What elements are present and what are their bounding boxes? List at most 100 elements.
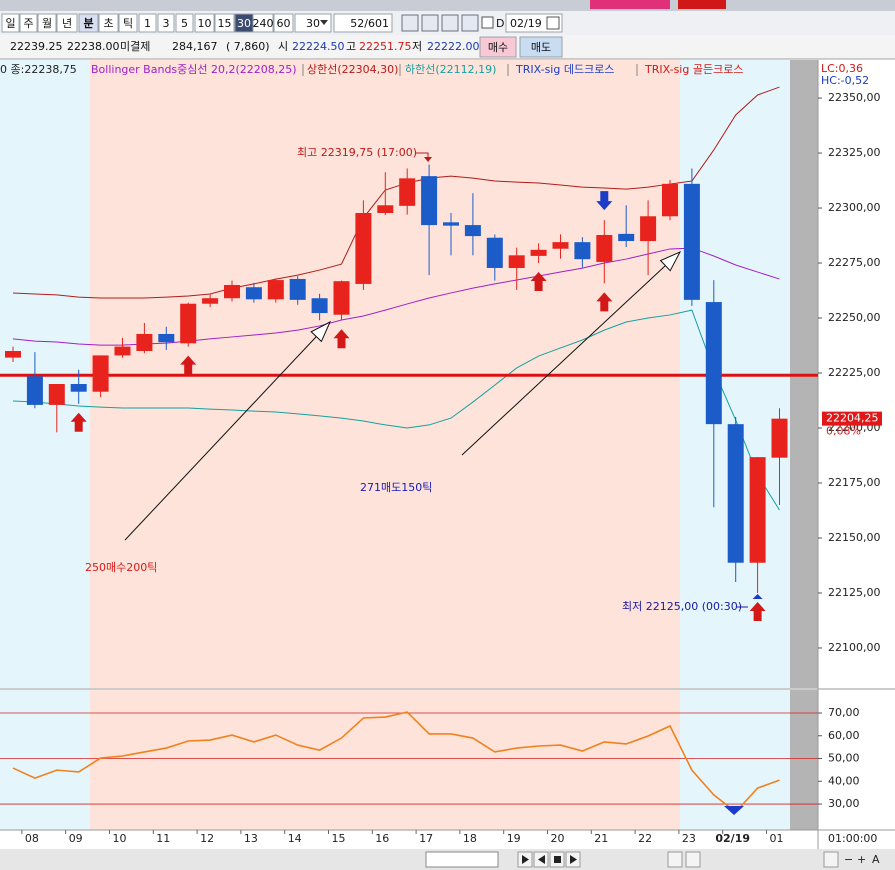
candle-body xyxy=(158,333,175,343)
candle-body xyxy=(530,249,547,256)
legend-entry: TRIX-sig 골든크로스 xyxy=(644,63,743,76)
y-tick-label: 22100,00 xyxy=(828,641,881,654)
toolbar-button-label[interactable]: 240 xyxy=(253,17,274,30)
buy-signal xyxy=(180,355,197,375)
toolbar-button-label[interactable]: 15 xyxy=(218,17,232,30)
tool-icon[interactable] xyxy=(461,14,479,32)
candle-body xyxy=(289,278,306,300)
low-marker xyxy=(752,593,763,599)
y-tick-label: 22125,00 xyxy=(828,586,881,599)
x-tick-label: 13 xyxy=(244,832,258,845)
title-strip xyxy=(0,0,895,11)
toolbar-button[interactable] xyxy=(252,13,274,33)
toolbar-button-label[interactable]: 매도 xyxy=(531,41,551,54)
quote-last: 22238.00 xyxy=(67,40,120,53)
toolbar-button-label[interactable]: 60 xyxy=(277,17,291,30)
toolbar-button-label[interactable]: 매수 xyxy=(488,41,508,54)
toolbar-button[interactable] xyxy=(273,13,294,33)
toolbar-button-label[interactable]: 3 xyxy=(163,17,170,30)
tool-icon[interactable] xyxy=(421,14,439,32)
session-shade xyxy=(90,690,680,830)
toolbar-button[interactable] xyxy=(157,13,175,33)
candle-body xyxy=(377,205,394,213)
toolbar-button[interactable] xyxy=(56,13,78,33)
toolbar-button[interactable] xyxy=(194,13,215,33)
toolbar-button[interactable] xyxy=(1,13,20,33)
scroll-thumb[interactable] xyxy=(425,851,499,868)
candle-body xyxy=(486,237,503,268)
toolbar-button-label[interactable]: 30 xyxy=(306,17,320,30)
toolbar-button[interactable] xyxy=(19,13,38,33)
toolbar-button-label[interactable]: 일 xyxy=(5,16,15,30)
oversold-marker xyxy=(724,806,744,815)
close-label: 0 종:22238,75 xyxy=(0,63,77,76)
toolbar-button-label[interactable]: 틱 xyxy=(123,17,133,30)
svg-text:+: + xyxy=(857,853,866,866)
toolbar-button[interactable] xyxy=(37,13,57,33)
x-end-label: 01:00:00 xyxy=(828,832,877,845)
buy-signal xyxy=(749,601,766,621)
toolbar-button[interactable] xyxy=(78,13,99,33)
tool-icon[interactable] xyxy=(401,14,419,32)
pointer-arrow-head xyxy=(659,250,682,272)
x-tick-label: 08 xyxy=(25,832,39,845)
y-tick-label: 22275,00 xyxy=(828,256,881,269)
count: 52/601 xyxy=(350,17,389,30)
candle-body xyxy=(355,212,372,284)
y-tick-label: 30,00 xyxy=(828,797,860,810)
toolbar-button-label[interactable]: 월 xyxy=(42,17,52,30)
nav-buttons[interactable]: − + A xyxy=(517,851,880,868)
toolbar-button[interactable] xyxy=(118,13,138,33)
toolbar-button[interactable] xyxy=(138,13,157,33)
toolbar-button[interactable] xyxy=(175,13,194,33)
x-tick-label: 02/19 xyxy=(715,832,750,845)
toolbar-button-label[interactable]: 10 xyxy=(198,17,212,30)
indicator-line xyxy=(12,711,780,814)
x-tick-label: 01 xyxy=(770,832,784,845)
x-tick-label: 15 xyxy=(332,832,346,845)
x-tick-label: 22 xyxy=(638,832,652,845)
legend-entry: 하한선(22112,19) xyxy=(405,62,496,76)
candle-body xyxy=(92,355,109,392)
date: 02/19 xyxy=(510,17,542,30)
toolbar-button[interactable] xyxy=(479,36,517,58)
y-tick-label: 22175,00 xyxy=(828,476,881,489)
candle-body xyxy=(180,303,197,344)
legend-entry: TRIX-sig 데드크로스 xyxy=(515,63,614,76)
last-change: 0,08% xyxy=(826,425,861,438)
toolbar-button[interactable] xyxy=(519,36,563,58)
candle-body xyxy=(749,457,766,563)
candle-body xyxy=(202,298,219,304)
tool-icon[interactable] xyxy=(441,14,459,32)
band-line xyxy=(12,86,780,299)
date-flag: D xyxy=(496,17,504,30)
y-tick-label: 70,00 xyxy=(828,706,860,719)
annotation-arrow xyxy=(424,157,432,162)
quote-oi-change: ( 7,860) xyxy=(226,40,270,53)
quote-open: 22224.50 xyxy=(292,40,345,53)
calendar-icon xyxy=(546,16,560,30)
toolbar-button[interactable] xyxy=(294,13,332,33)
corner-label: HC:-0,52 xyxy=(821,74,869,87)
legend-entry: Bollinger Bands중심선 20,2(22208,25) xyxy=(91,63,297,76)
toolbar-button-label[interactable]: 주 xyxy=(23,17,33,30)
y-tick-label: 60,00 xyxy=(828,729,860,742)
toolbar-button-label[interactable]: 초 xyxy=(103,17,113,30)
x-tick-label: 09 xyxy=(69,832,83,845)
toolbar-button-label[interactable]: 30 xyxy=(237,17,251,30)
live-button[interactable] xyxy=(678,0,726,9)
quote-high: 22251.75 xyxy=(359,40,412,53)
toolbar-button-label[interactable]: 년 xyxy=(62,17,72,30)
checkbox[interactable] xyxy=(481,16,494,29)
toolbar-button-label[interactable]: 분 xyxy=(83,17,93,30)
candle-body xyxy=(727,424,744,563)
legend-entry: 상한선(22304,30) xyxy=(307,63,398,76)
toolbar-button[interactable] xyxy=(214,13,235,33)
candle-body xyxy=(70,384,87,392)
toolbar-button-label[interactable]: 1 xyxy=(144,17,151,30)
toolbar-button-label[interactable]: 5 xyxy=(181,17,188,30)
toolbar-button[interactable] xyxy=(98,13,119,33)
x-tick-label: 11 xyxy=(156,832,170,845)
order-button[interactable] xyxy=(590,0,670,9)
pointer-arrow xyxy=(124,336,317,541)
